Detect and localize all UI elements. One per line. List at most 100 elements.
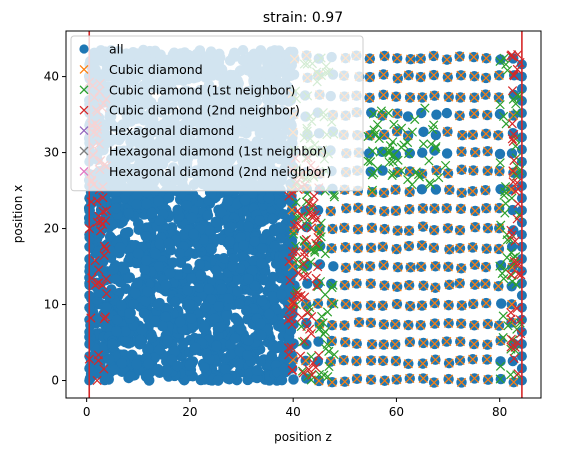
data-point [213,322,225,333]
data-point [223,293,234,305]
data-point [441,148,453,159]
data-point [456,147,467,157]
data-point [296,222,307,232]
data-point [443,223,453,233]
data-point [93,286,104,298]
data-point [392,282,402,292]
data-point [441,107,453,119]
data-point [322,307,333,317]
data-point [507,299,517,309]
data-point [480,279,490,289]
data-point [296,211,307,221]
data-point [298,259,308,269]
data-point [515,318,525,328]
legend-marker [79,146,89,156]
data-point [301,197,312,207]
data-point [318,329,329,339]
data-point [186,273,197,284]
data-point [506,334,516,344]
data-point [495,158,505,168]
legend-label: Cubic diamond (1st neighbor) [109,82,295,97]
data-point [510,141,521,151]
data-point [86,313,96,323]
data-point [128,299,139,310]
data-point [429,203,440,214]
data-point [100,216,111,226]
x-axis: 0 20 40 60 80 [83,398,507,419]
data-point [468,130,478,140]
data-point [480,185,491,195]
data-point [181,200,193,211]
data-point [232,314,243,326]
data-point [216,283,228,295]
data-point [313,232,323,243]
data-point [404,280,414,290]
legend-label: Hexagonal diamond (1st neighbor) [109,144,327,159]
data-point [416,262,426,272]
data-point [507,86,518,96]
data-point [284,304,295,315]
data-point [172,360,183,372]
data-point [493,281,504,291]
data-point [379,206,389,216]
data-point [213,301,225,312]
data-point [457,188,467,198]
data-point [455,111,465,121]
data-point [129,287,141,299]
data-point [468,242,478,253]
data-point [365,261,375,271]
data-point [306,352,316,362]
data-point [455,355,465,366]
data-point [392,299,402,309]
data-point [92,196,102,206]
data-point [506,342,516,352]
data-point [367,339,377,349]
data-point [138,307,150,319]
data-point [199,362,210,373]
data-point [509,353,519,364]
data-point [184,298,195,310]
y-tick-label: 10 [44,298,59,312]
data-point [513,369,523,379]
data-point [105,245,117,257]
legend-label: Cubic diamond [109,62,203,77]
data-point [387,170,397,181]
data-point [455,278,465,288]
data-point [287,365,297,376]
data-point [328,280,338,290]
data-point [157,320,168,332]
data-point [367,185,378,195]
data-point [481,262,491,272]
data-point [494,148,506,160]
data-point [190,342,201,354]
legend-marker [79,64,89,74]
data-point [100,301,112,313]
data-point [150,248,162,260]
data-point [367,146,378,156]
data-point [199,321,210,332]
data-point [276,374,288,386]
data-point [327,224,338,234]
data-point [293,268,303,278]
data-point [364,148,375,159]
data-point [306,223,316,233]
data-point [501,59,511,70]
data-point [365,72,375,82]
data-point [455,243,465,253]
data-point [483,146,493,156]
data-point [468,186,478,196]
data-point [512,257,523,268]
data-point [239,194,251,206]
data-point [470,222,480,232]
data-point [314,350,324,360]
data-point [289,220,300,230]
data-point [495,261,505,271]
data-point [284,350,294,360]
data-point [495,361,506,371]
data-point [429,377,439,388]
data-point [110,273,122,285]
data-point [324,346,334,356]
data-point [319,370,329,380]
data-point [483,319,493,329]
data-point [418,221,428,232]
